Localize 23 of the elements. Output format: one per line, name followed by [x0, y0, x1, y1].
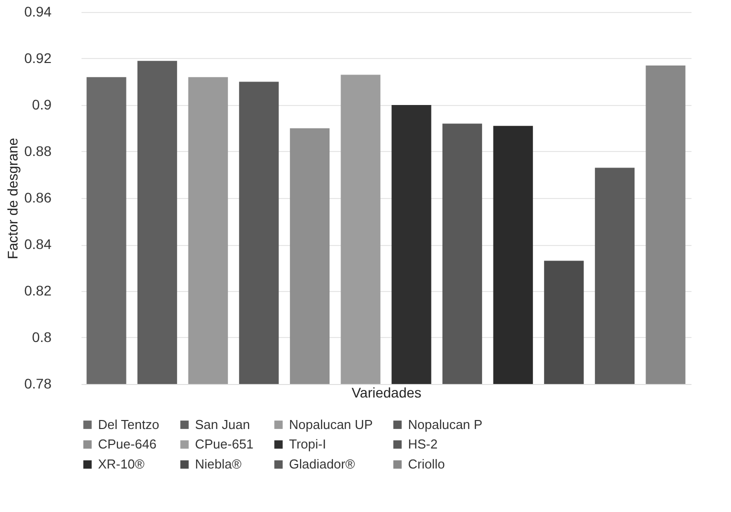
legend-label: CPue-646: [98, 436, 157, 452]
y-tick-label: 0.86: [24, 190, 52, 206]
y-axis-title: Factor de desgrane: [4, 138, 20, 260]
legend-label: Tropi-I: [289, 436, 326, 452]
legend-label: Niebla®: [195, 456, 242, 472]
y-tick-label: 0.9: [32, 96, 52, 112]
legend-label: Nopalucan UP: [289, 416, 373, 432]
y-tick-label: 0.88: [24, 143, 52, 159]
x-axis-title: Variedades: [352, 384, 422, 400]
y-tick-label: 0.82: [24, 282, 52, 298]
legend-label: HS-2: [408, 436, 438, 452]
y-tick-label: 0.92: [24, 50, 52, 66]
legend-label: CPue-651: [195, 436, 254, 452]
y-tick-label: 0.84: [24, 236, 52, 252]
legend-label: San Juan: [195, 416, 250, 432]
legend-label: Del Tentzo: [98, 416, 160, 432]
legend-label: Criollo: [408, 456, 445, 472]
legend-label: XR-10®: [98, 456, 145, 472]
y-tick-label: 0.78: [24, 376, 52, 392]
legend-label: Nopalucan P: [408, 416, 482, 432]
y-tick-label: 0.94: [24, 4, 52, 20]
legend-label: Gladiador®: [289, 456, 356, 472]
y-tick-label: 0.8: [32, 329, 52, 345]
